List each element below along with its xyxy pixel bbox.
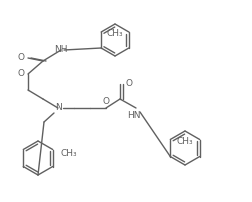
Text: CH₃: CH₃: [107, 29, 123, 39]
Text: CH₃: CH₃: [177, 137, 193, 145]
Text: O: O: [17, 69, 24, 79]
Text: NH: NH: [54, 44, 68, 54]
Text: O: O: [103, 97, 110, 105]
Text: CH₃: CH₃: [61, 149, 77, 158]
Text: O: O: [17, 54, 24, 62]
Text: HN: HN: [127, 110, 141, 120]
Text: O: O: [126, 80, 133, 88]
Text: N: N: [55, 103, 61, 113]
